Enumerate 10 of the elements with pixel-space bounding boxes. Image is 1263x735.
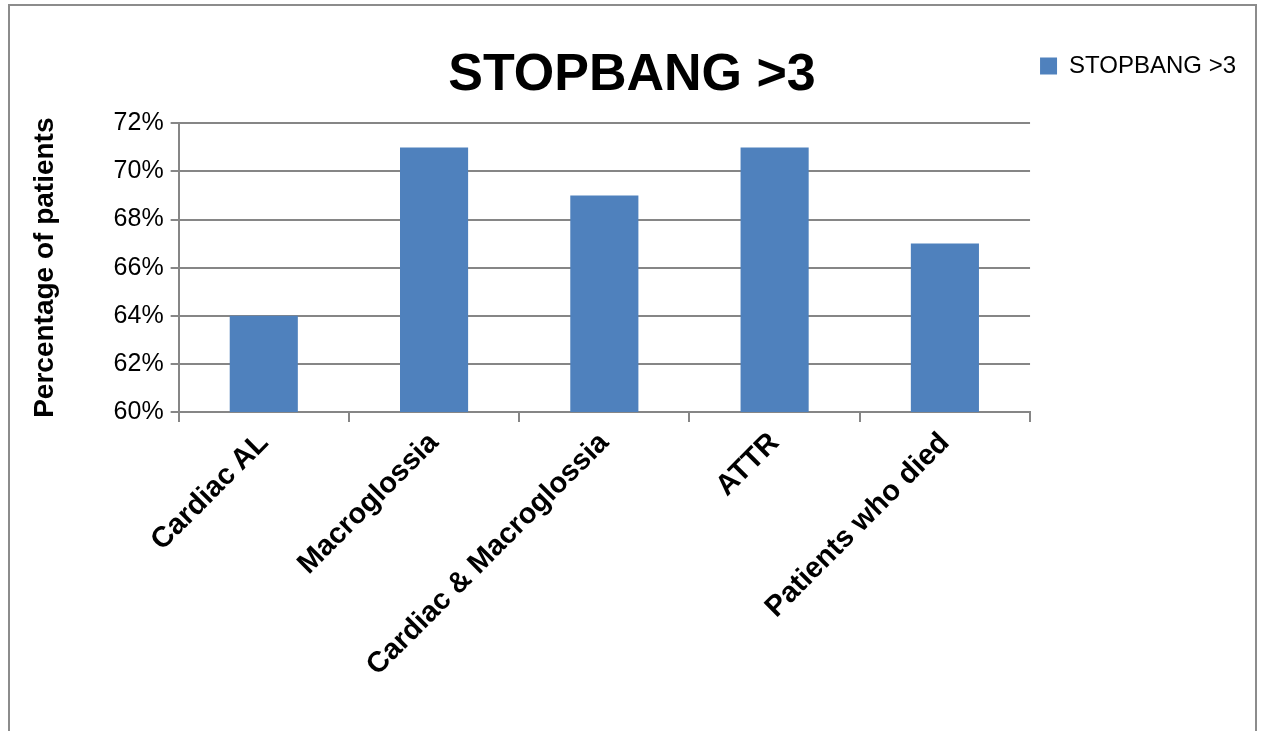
- y-tick-label: 66%: [113, 251, 164, 280]
- y-tick-label: 64%: [113, 299, 164, 328]
- y-tick-label: 70%: [113, 155, 164, 184]
- y-tick-label: 72%: [113, 107, 164, 136]
- y-tick-label: 62%: [113, 347, 164, 376]
- y-axis-title: Percentage of patients: [27, 117, 59, 418]
- y-tick-label: 60%: [113, 395, 164, 424]
- y-tick-label: 68%: [113, 203, 164, 232]
- chart-title: STOPBANG >3: [448, 42, 816, 101]
- legend-label: STOPBANG >3: [1069, 50, 1237, 78]
